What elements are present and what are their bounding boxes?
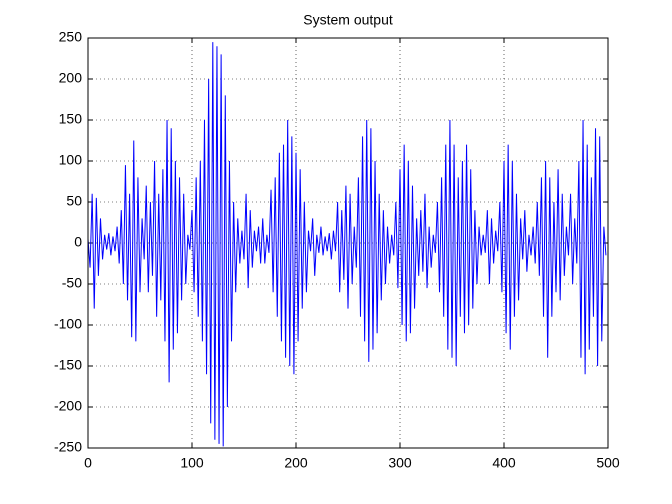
x-tick-label: 300 xyxy=(388,455,412,471)
x-tick-label: 400 xyxy=(492,455,516,471)
y-tick-label: 200 xyxy=(59,70,83,86)
y-tick-label: -100 xyxy=(54,316,82,332)
y-tick-label: -250 xyxy=(54,439,82,455)
y-tick-label: 250 xyxy=(59,29,83,45)
y-tick-label: 50 xyxy=(66,193,82,209)
y-tick-label: -50 xyxy=(62,275,82,291)
data-line xyxy=(87,42,607,447)
x-tick-label: 0 xyxy=(84,455,92,471)
y-tick-label: -200 xyxy=(54,398,82,414)
x-tick-label: 500 xyxy=(596,455,620,471)
y-tick-label: 100 xyxy=(59,152,83,168)
y-tick-label: -150 xyxy=(54,357,82,373)
y-tick-label: 150 xyxy=(59,111,83,127)
x-tick-label: 100 xyxy=(180,455,204,471)
chart-title: System output xyxy=(303,12,393,28)
y-tick-label: 0 xyxy=(74,234,82,250)
x-tick-label: 200 xyxy=(284,455,308,471)
axes-box xyxy=(87,37,609,449)
